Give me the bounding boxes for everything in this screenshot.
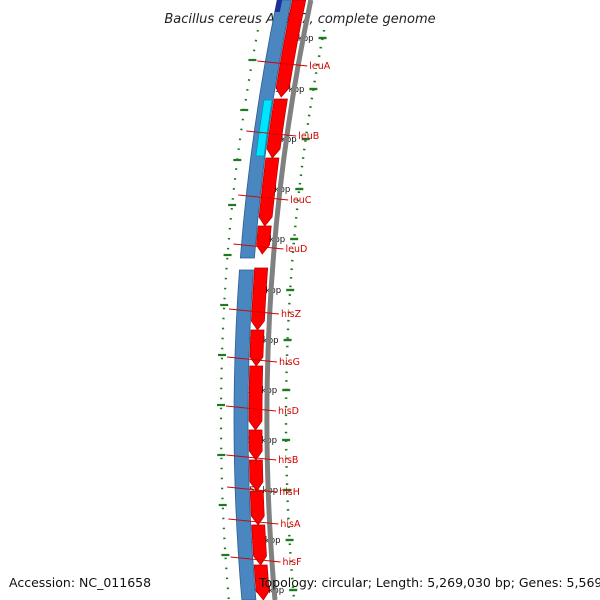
gene-leader-line xyxy=(226,454,277,461)
gene-label: hisF xyxy=(283,557,302,568)
cds-feature xyxy=(258,157,280,227)
gene-leader-line xyxy=(246,130,297,137)
gene-leader-line xyxy=(228,308,280,315)
gene-leader-line xyxy=(233,243,284,250)
cds-feature xyxy=(249,490,265,526)
top-feature-mark xyxy=(274,0,283,12)
gene-leader-line xyxy=(228,518,279,525)
cds-feature xyxy=(248,365,264,431)
gene-leader-line xyxy=(226,405,277,412)
gene-label: leuC xyxy=(290,195,312,206)
gene-label: hisG xyxy=(279,357,300,368)
cds-feature xyxy=(249,459,264,492)
gene-label: hisA xyxy=(280,519,301,530)
gene-label: hisB xyxy=(278,455,298,466)
cds-feature xyxy=(256,225,272,255)
cds-feature xyxy=(253,564,270,600)
gene-label: leuD xyxy=(285,244,307,255)
genome-info-text: Topology: circular; Length: 5,269,030 bp… xyxy=(258,575,600,590)
gene-leader-line xyxy=(257,60,308,67)
feature-tracks xyxy=(233,0,307,600)
gene-leader-line xyxy=(230,556,281,563)
cds-feature xyxy=(251,524,267,566)
cds-feature xyxy=(248,429,263,461)
cds-feature xyxy=(251,267,269,331)
cds-feature xyxy=(266,98,288,159)
gene-leader-line xyxy=(227,486,278,493)
gene-label: leuA xyxy=(309,61,331,72)
gene-leader-line xyxy=(238,194,289,201)
cds-feature xyxy=(249,329,265,367)
cds-feature xyxy=(275,0,307,98)
gene-label: leuB xyxy=(298,131,319,142)
inner-dotted-ruler xyxy=(219,29,259,600)
gene-label: hisZ xyxy=(281,309,302,320)
accession-text: Accession: NC_011658 xyxy=(9,575,151,590)
gene-leader-line xyxy=(226,356,278,363)
gene-label: hisH xyxy=(279,487,300,498)
gene-label: hisD xyxy=(278,406,299,417)
strand-track-segment xyxy=(233,269,257,600)
highlighted-feature xyxy=(255,99,273,157)
gene-labels: leuA leuB leuC leuD hisZ hisG hisD hisB hisH hisA… xyxy=(226,60,331,568)
